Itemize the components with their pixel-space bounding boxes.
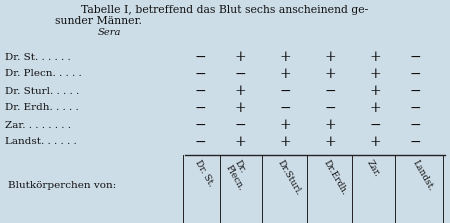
Text: −: − [324, 84, 336, 98]
Text: +: + [324, 135, 336, 149]
Text: Tabelle I, betreffend das Blut sechs anscheinend ge-: Tabelle I, betreffend das Blut sechs ans… [81, 5, 369, 15]
Text: +: + [324, 67, 336, 81]
Text: −: − [324, 101, 336, 115]
Text: +: + [369, 67, 381, 81]
Text: −: − [194, 101, 206, 115]
Text: −: − [194, 50, 206, 64]
Text: Zar.: Zar. [365, 158, 382, 178]
Text: Dr. Plecn. . . . .: Dr. Plecn. . . . . [5, 70, 82, 78]
Text: −: − [369, 118, 381, 132]
Text: −: − [409, 50, 421, 64]
Text: +: + [279, 67, 291, 81]
Text: +: + [234, 101, 246, 115]
Text: Landst.: Landst. [411, 158, 436, 192]
Text: +: + [279, 135, 291, 149]
Text: Dr.Sturl.: Dr.Sturl. [276, 158, 304, 196]
Text: −: − [409, 84, 421, 98]
Text: −: − [234, 67, 246, 81]
Text: +: + [369, 135, 381, 149]
Text: −: − [409, 118, 421, 132]
Text: Blutkörperchen von:: Blutkörperchen von: [8, 182, 116, 190]
Text: Dr. Erdh. . . . .: Dr. Erdh. . . . . [5, 103, 79, 112]
Text: Dr.
Plecn.: Dr. Plecn. [224, 158, 255, 192]
Text: +: + [324, 50, 336, 64]
Text: −: − [194, 67, 206, 81]
Text: −: − [234, 118, 246, 132]
Text: +: + [234, 135, 246, 149]
Text: −: − [279, 101, 291, 115]
Text: +: + [324, 118, 336, 132]
Text: Dr. St. . . . . .: Dr. St. . . . . . [5, 52, 71, 62]
Text: −: − [409, 67, 421, 81]
Text: Zar. . . . . . . .: Zar. . . . . . . . [5, 120, 71, 130]
Text: −: − [194, 135, 206, 149]
Text: +: + [369, 50, 381, 64]
Text: +: + [369, 101, 381, 115]
Text: −: − [279, 84, 291, 98]
Text: +: + [279, 50, 291, 64]
Text: +: + [279, 118, 291, 132]
Text: +: + [234, 50, 246, 64]
Text: Dr.Erdh.: Dr.Erdh. [322, 158, 350, 196]
Text: Dr. Sturl. . . . .: Dr. Sturl. . . . . [5, 87, 79, 95]
Text: Sera: Sera [98, 28, 122, 37]
Text: −: − [409, 135, 421, 149]
Text: −: − [409, 101, 421, 115]
Text: Dr. St.: Dr. St. [193, 158, 216, 188]
Text: −: − [194, 84, 206, 98]
Text: +: + [369, 84, 381, 98]
Text: sunder Männer.: sunder Männer. [55, 16, 142, 26]
Text: +: + [234, 84, 246, 98]
Text: Landst. . . . . .: Landst. . . . . . [5, 138, 77, 147]
Text: −: − [194, 118, 206, 132]
